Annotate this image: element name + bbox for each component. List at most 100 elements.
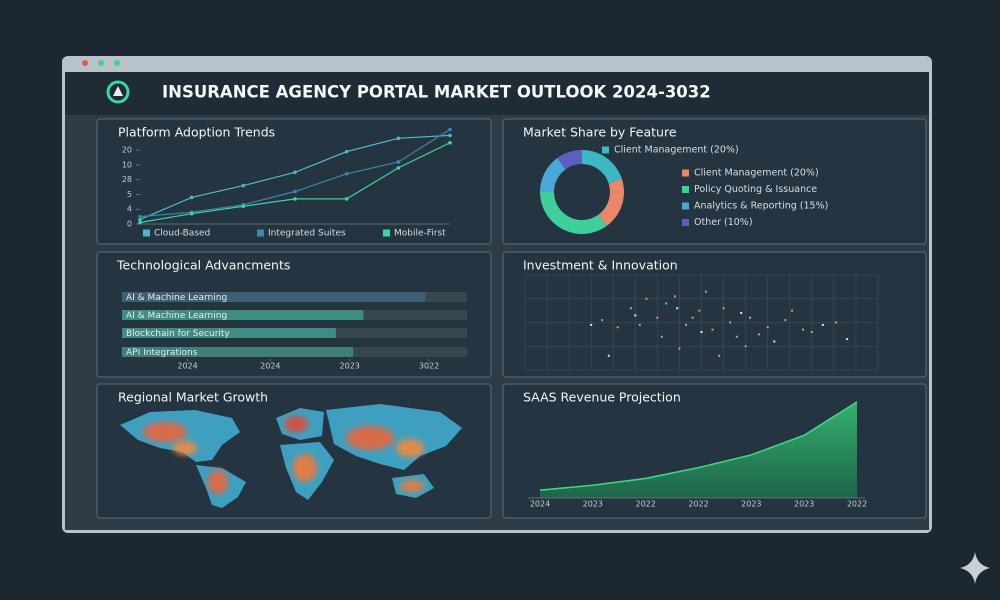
sparkle-icon [960, 552, 990, 584]
point [665, 302, 668, 305]
window-dot [82, 60, 88, 66]
point [773, 340, 776, 343]
point [138, 220, 142, 225]
x-tick-label: 2022 [847, 500, 867, 509]
point [846, 338, 849, 341]
legend-swatch [682, 186, 689, 193]
x-tick-label: 2024 [260, 362, 280, 371]
legend-label: Policy Quoting & Issuance [694, 184, 817, 195]
y-tick-label: 0 [127, 220, 132, 229]
point [138, 217, 142, 222]
y-tick-label: 20 [122, 146, 132, 155]
point [678, 347, 681, 350]
legend-label: Integrated Suites [268, 229, 346, 239]
point [601, 319, 604, 322]
point [835, 321, 838, 324]
point [189, 195, 194, 200]
point [396, 136, 401, 141]
panel-title: Investment & Innovation [523, 258, 678, 273]
point [448, 133, 452, 138]
point [722, 307, 725, 310]
panel-title: Market Share by Feature [523, 125, 677, 140]
bar-label: AI & Machine Learning [126, 293, 227, 303]
bar-label: AI & Machine Learning [126, 311, 227, 321]
point [711, 328, 714, 331]
legend-label: Client Management (20%) [694, 168, 819, 179]
window-dot [114, 60, 120, 66]
x-tick-label: 3022 [419, 362, 439, 371]
point [629, 307, 632, 310]
panel-title: Platform Adoption Trends [118, 125, 275, 140]
panel [502, 251, 927, 378]
panel-title: Technological Advancments [116, 258, 290, 273]
point [241, 204, 246, 209]
point [810, 331, 813, 333]
logo [106, 80, 130, 104]
point [801, 328, 804, 331]
legend-label: Other (10%) [694, 217, 753, 228]
world-map [120, 404, 462, 508]
donut-segment [540, 192, 607, 234]
point [757, 333, 760, 336]
point [704, 290, 707, 293]
page-title: INSURANCE AGENCY PORTAL MARKET OUTLOOK 2… [162, 83, 711, 102]
x-tick-label: 2023 [741, 500, 761, 509]
y-tick-label: 5 [127, 190, 132, 199]
area-line [539, 401, 858, 491]
legend-swatch [602, 146, 609, 154]
donut-segment [582, 150, 622, 184]
point [590, 323, 593, 326]
point [685, 323, 688, 326]
y-tick-label: 28 [122, 175, 132, 184]
point [448, 140, 452, 145]
point [749, 316, 752, 319]
point [718, 354, 721, 357]
x-tick-label: 2023 [583, 500, 603, 509]
donut-segment [598, 179, 624, 226]
point [344, 149, 349, 154]
donut-segment [540, 158, 566, 192]
logo-mark [113, 86, 123, 96]
x-tick-label: 2022 [635, 500, 655, 509]
point [790, 309, 793, 312]
point [700, 331, 703, 333]
legend-swatch [257, 229, 264, 237]
point [698, 309, 701, 312]
legend-label: Cloud-Based [154, 229, 210, 239]
point [344, 197, 349, 201]
point [821, 323, 824, 326]
point [293, 197, 297, 201]
window-dot [98, 60, 104, 66]
point [634, 314, 637, 317]
legend-swatch [682, 169, 689, 177]
point [138, 214, 142, 219]
x-tick-label: 2022 [688, 500, 708, 509]
y-tick-label: 4 [127, 205, 132, 214]
point [660, 335, 663, 338]
point [766, 326, 769, 329]
point [293, 170, 297, 175]
point [616, 326, 619, 329]
point [396, 160, 401, 164]
point [241, 183, 246, 188]
point [674, 295, 677, 298]
donut-segment [557, 150, 582, 170]
area-fill [540, 401, 857, 498]
x-tick-label: 2023 [794, 500, 814, 509]
point [293, 189, 297, 194]
legend-swatch [143, 229, 150, 237]
x-tick-label: 2023 [340, 362, 360, 371]
panel-title: Regional Market Growth [118, 390, 268, 405]
bar-label: Blockchain for Security [126, 329, 230, 339]
x-tick-label: 2024 [177, 362, 197, 371]
point [744, 345, 747, 348]
panel-title: SAAS Revenue Projection [523, 390, 681, 405]
legend-label: Mobile-First [394, 229, 446, 239]
legend-label: Analytics & Reporting (15%) [694, 201, 828, 212]
legend-swatch [383, 229, 390, 237]
point [645, 297, 648, 300]
point [729, 321, 732, 324]
point [740, 312, 743, 314]
legend-swatch [682, 219, 689, 226]
